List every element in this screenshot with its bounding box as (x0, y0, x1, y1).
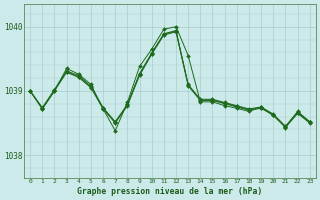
X-axis label: Graphe pression niveau de la mer (hPa): Graphe pression niveau de la mer (hPa) (77, 187, 263, 196)
